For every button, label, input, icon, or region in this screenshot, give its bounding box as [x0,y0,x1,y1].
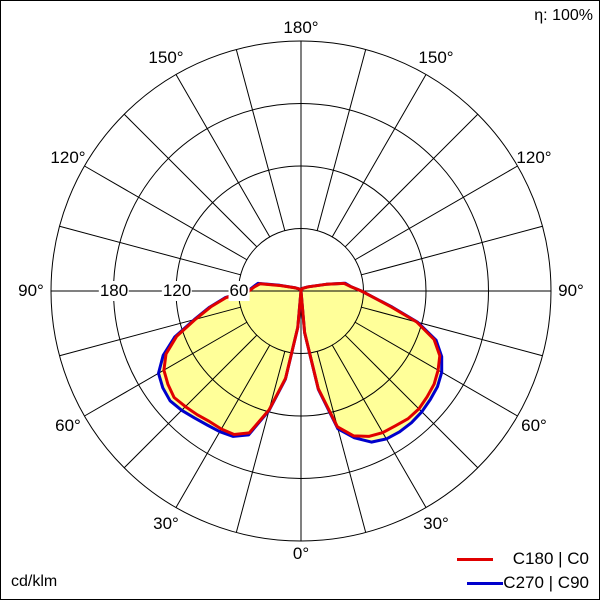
radial-label-120: 120 [161,281,193,301]
angle-label-90-left: 90° [17,281,45,301]
grid-spoke [361,306,543,357]
efficiency-label: η: 100% [534,7,593,24]
radial-label-60: 60 [228,281,250,301]
angle-label-150-right: 150° [418,48,454,67]
grid-spoke [354,165,518,261]
grid-spoke [344,334,479,469]
legend-item-c270-c90: C270 | C90 [467,573,589,593]
angle-label-120-left: 120° [50,148,86,167]
grid-spoke [175,74,271,238]
angle-label-150-left: 150° [148,48,184,67]
curve-red [299,281,442,438]
grid-spoke [84,321,248,417]
grid-spoke [235,351,286,533]
angle-label-180: 180° [283,18,319,37]
angle-label-60-right: 60° [521,416,547,435]
grid-spoke [59,225,241,276]
angle-label-60-left: 60° [55,416,81,435]
grid-spoke [175,344,271,508]
grid-ring-240 [50,40,552,542]
grid-spoke [316,351,367,533]
angle-label-120-right: 120° [516,148,552,167]
legend-swatch-blue [467,581,504,585]
grid-spoke [123,334,258,469]
unit-label: cd/klm [11,573,58,590]
angle-label-0: 0° [292,544,310,563]
angle-label-90-right: 90° [557,281,585,301]
legend-label: C180 | C0 [512,549,589,568]
grid-spoke [316,49,367,231]
angle-label-30-left: 30° [153,514,179,533]
grid-spoke [344,113,479,248]
grid-spoke [123,113,258,248]
curve-red [162,282,303,436]
legend-item-c180-c0: C180 | C0 [456,549,589,569]
legend-swatch-red [456,557,493,561]
grid-spoke [235,49,286,231]
grid-spoke [84,165,248,261]
grid-spoke [331,344,427,508]
grid-spoke [331,74,427,238]
grid-spoke [361,225,543,276]
grid-spoke [354,321,518,417]
grid-spoke [59,306,241,357]
radial-label-180: 180 [98,281,130,301]
lobe-fill [301,283,442,443]
legend-label: C270 | C90 [503,573,589,592]
angle-label-30-right: 30° [423,514,449,533]
